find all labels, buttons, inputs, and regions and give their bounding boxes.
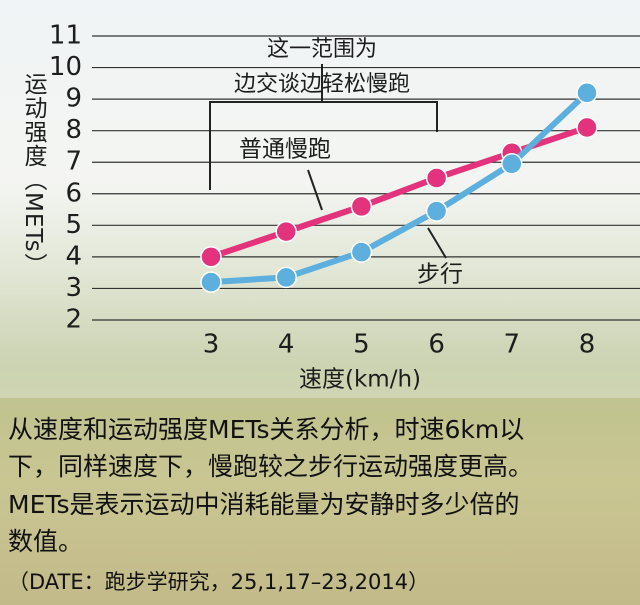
- pointer: [427, 227, 447, 259]
- series-line: [210, 90, 590, 286]
- caption-line: 数值。: [8, 527, 84, 556]
- data-point: [200, 271, 222, 293]
- data-point: [275, 266, 297, 289]
- x-tick-label: 3: [203, 330, 220, 360]
- y-tick-label: 10: [49, 52, 82, 82]
- x-tick-label: 4: [278, 330, 295, 360]
- data-point: [576, 116, 598, 139]
- data-point: [350, 241, 373, 263]
- caption-panel: [0, 398, 640, 605]
- x-axis-title: 速度(km/h): [299, 367, 421, 393]
- x-tick-label: 7: [504, 330, 521, 360]
- y-tick-label: 2: [65, 305, 82, 335]
- y-tick-label: 3: [65, 273, 82, 303]
- y-tick-label: 4: [65, 241, 82, 271]
- series-label: 普通慢跑: [239, 137, 331, 163]
- data-point: [501, 153, 523, 175]
- source: （DATE：跑步学研究，25,1,17–23,2014）: [8, 570, 430, 594]
- y-tick-label: 8: [65, 115, 82, 145]
- data-point: [200, 246, 222, 268]
- chart-panel: [0, 0, 640, 398]
- y-tick-label: 5: [65, 210, 82, 240]
- data-point: [350, 195, 373, 218]
- caption-line: 下，同样速度下，慢跑较之步行运动强度更高。: [8, 452, 534, 481]
- y-tick-label: 9: [65, 84, 82, 114]
- x-tick-label: 6: [428, 330, 445, 360]
- y-tick-label: 11: [49, 21, 82, 51]
- range-bracket: [209, 64, 438, 190]
- caption-line: 从速度和运动强度METs关系分析，时速6km以: [8, 415, 525, 444]
- annotation: 这一范围为: [267, 37, 377, 62]
- y-tick-label: 6: [65, 178, 82, 208]
- data-point: [425, 200, 448, 222]
- data-point: [425, 167, 448, 189]
- series-label: 步行: [417, 262, 463, 288]
- x-tick-label: 8: [579, 330, 596, 360]
- y-tick-label: 7: [65, 147, 82, 177]
- y-axis-title: 运动强度（METs）: [20, 72, 46, 277]
- x-tick-label: 5: [353, 330, 370, 360]
- pointer: [307, 169, 323, 211]
- data-point: [576, 82, 598, 104]
- data-point: [275, 220, 297, 243]
- caption-line: METs是表示运动中消耗能量为安静时多少倍的: [8, 490, 520, 519]
